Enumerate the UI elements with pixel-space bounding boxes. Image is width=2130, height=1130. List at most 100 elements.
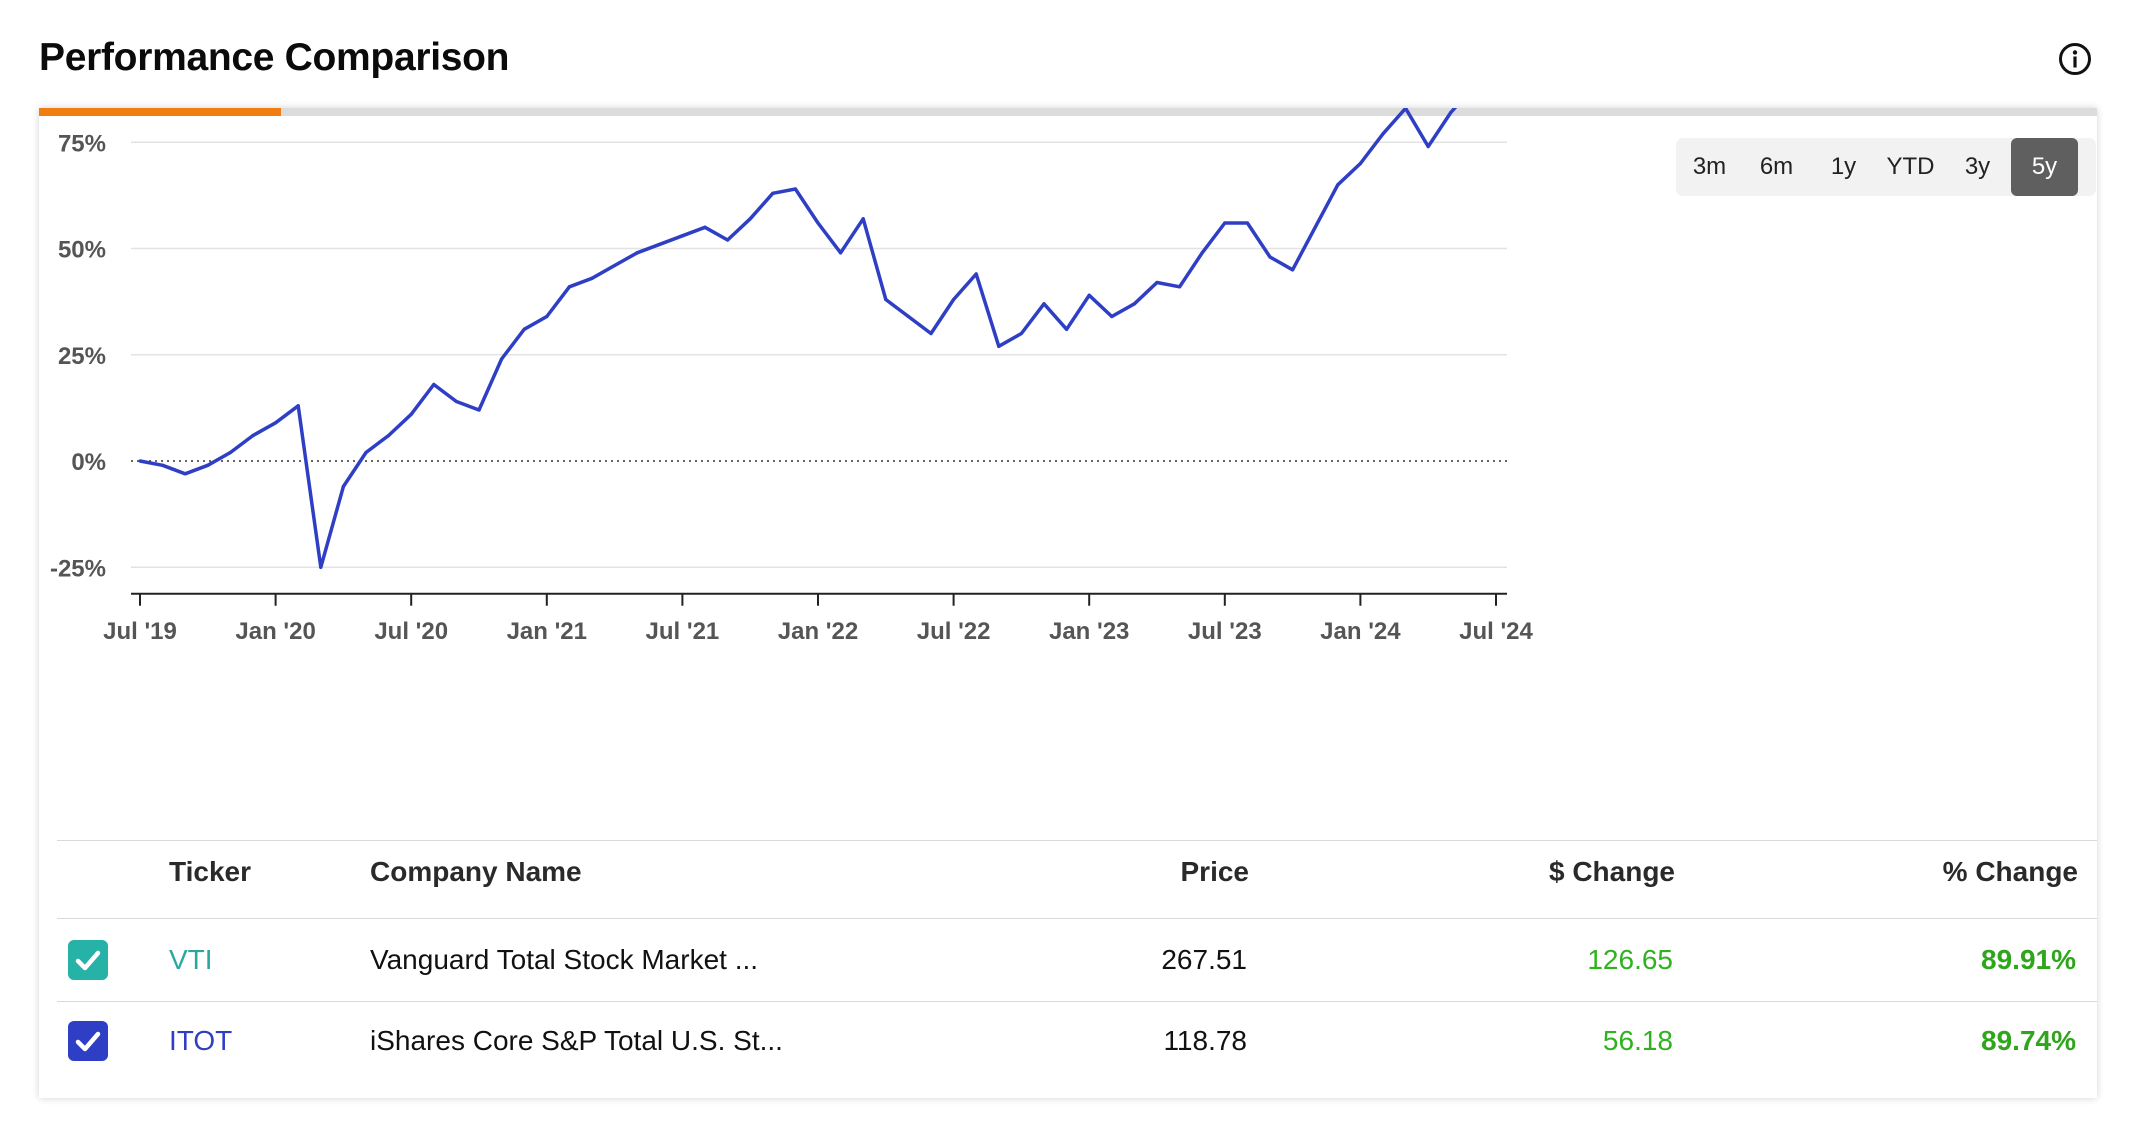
data-point <box>477 408 481 412</box>
data-point <box>319 565 323 569</box>
data-point <box>726 238 730 242</box>
data-point <box>748 217 752 221</box>
percent-change-itot: 89.74% <box>1981 1025 2076 1056</box>
header-price: Price <box>1180 856 1250 887</box>
data-point <box>1291 268 1295 272</box>
data-point <box>251 433 255 438</box>
company-name-vti: Vanguard Total Stock Market ... <box>370 944 759 975</box>
data-point <box>793 187 798 191</box>
dollar-change-itot: 56.18 <box>1602 1025 1673 1056</box>
x-tick-label: Jul '19 <box>103 618 177 645</box>
data-point <box>1200 251 1204 255</box>
dollar-change-vti: 126.65 <box>1587 944 1673 975</box>
x-tick-label: Jan '21 <box>507 618 587 645</box>
data-point <box>567 285 572 289</box>
data-point <box>1065 327 1069 331</box>
page-title: Performance Comparison <box>39 36 510 79</box>
data-point <box>1245 221 1249 225</box>
data-point <box>522 327 526 331</box>
data-point <box>341 484 345 489</box>
data-point <box>906 314 911 319</box>
table-top-divider <box>57 840 2097 841</box>
data-point <box>364 450 368 455</box>
data-point <box>703 225 707 229</box>
progress-bar-track <box>39 108 2097 116</box>
range-button-6m[interactable]: 6m <box>1759 153 1794 180</box>
data-point <box>680 234 685 238</box>
x-tick-label: Jan '24 <box>1320 618 1401 645</box>
data-point <box>206 463 210 467</box>
range-button-3m[interactable]: 3m <box>1692 153 1727 180</box>
range-button-3y[interactable]: 3y <box>1964 153 1991 180</box>
data-point <box>861 217 865 221</box>
progress-bar-active <box>39 108 281 116</box>
header-divider <box>57 918 2097 919</box>
company-name-itot: iShares Core S&P Total U.S. St... <box>370 1025 783 1056</box>
info-icon[interactable] <box>2058 42 2092 76</box>
data-point <box>816 221 820 225</box>
header-company: Company Name <box>370 856 582 887</box>
data-point <box>500 357 504 361</box>
data-point <box>454 399 458 404</box>
data-point <box>296 404 300 408</box>
data-point <box>658 242 662 246</box>
data-point <box>1336 183 1340 187</box>
data-point <box>1358 161 1362 166</box>
data-point <box>409 412 413 416</box>
range-selector: 3m 6m 1y YTD 3y 5y <box>1676 138 2096 196</box>
range-button-1y[interactable]: 1y <box>1830 153 1857 180</box>
y-tick-label: 25% <box>58 343 106 370</box>
data-point <box>635 251 639 255</box>
y-tick-label: -25% <box>50 555 106 582</box>
data-point <box>1223 221 1227 225</box>
price-itot: 118.78 <box>1163 1025 1247 1056</box>
header-percent-change: % Change <box>1942 856 2078 887</box>
data-point <box>771 191 775 195</box>
header-dollar-change: $ Change <box>1548 856 1675 887</box>
x-tick-label: Jul '23 <box>1188 618 1262 645</box>
data-point <box>1404 108 1408 110</box>
header-ticker: Ticker <box>169 856 251 887</box>
data-point <box>1426 144 1430 149</box>
x-tick-label: Jul '20 <box>374 618 448 645</box>
data-point <box>839 251 843 255</box>
data-point <box>1313 225 1317 229</box>
data-point <box>138 459 142 463</box>
y-tick-label: 50% <box>58 237 106 264</box>
vti-checkbox[interactable] <box>68 940 108 980</box>
data-point <box>929 331 933 336</box>
x-tick-label: Jul '24 <box>1459 618 1533 645</box>
data-point <box>1042 302 1046 306</box>
data-point <box>884 297 888 302</box>
data-point <box>1381 132 1385 136</box>
row-divider <box>57 1001 2097 1002</box>
data-point <box>1087 293 1091 297</box>
data-point <box>952 297 956 302</box>
y-tick-label: 75% <box>58 130 106 157</box>
ticker-link-vti[interactable]: VTI <box>169 944 213 975</box>
x-tick-label: Jul '22 <box>917 618 991 645</box>
ticker-link-itot[interactable]: ITOT <box>169 1025 233 1056</box>
data-point <box>590 276 594 280</box>
range-button-ytd[interactable]: YTD <box>1886 153 1935 180</box>
range-button-5y[interactable]: 5y <box>2011 138 2078 196</box>
data-point <box>545 314 549 319</box>
data-point <box>997 344 1001 348</box>
data-point <box>1178 285 1182 289</box>
percent-change-vti: 89.91% <box>1981 944 2076 975</box>
data-point <box>387 433 391 438</box>
performance-card: 3m 6m 1y YTD 3y 5y 75% 50% 25% 0% -25% Jul '19 Jan … <box>39 108 2097 1098</box>
x-tick-label: Jan '23 <box>1049 618 1129 645</box>
data-point <box>1132 302 1136 306</box>
data-point <box>1019 331 1024 336</box>
data-point <box>1110 314 1114 319</box>
data-point <box>161 463 165 467</box>
data-point <box>1268 255 1272 259</box>
data-point <box>613 263 617 268</box>
series-line <box>139 108 1458 570</box>
data-point <box>1449 110 1453 115</box>
itot-checkbox[interactable] <box>68 1021 108 1061</box>
data-point <box>974 272 978 276</box>
data-point <box>183 472 187 476</box>
x-tick-label: Jul '21 <box>646 618 720 645</box>
